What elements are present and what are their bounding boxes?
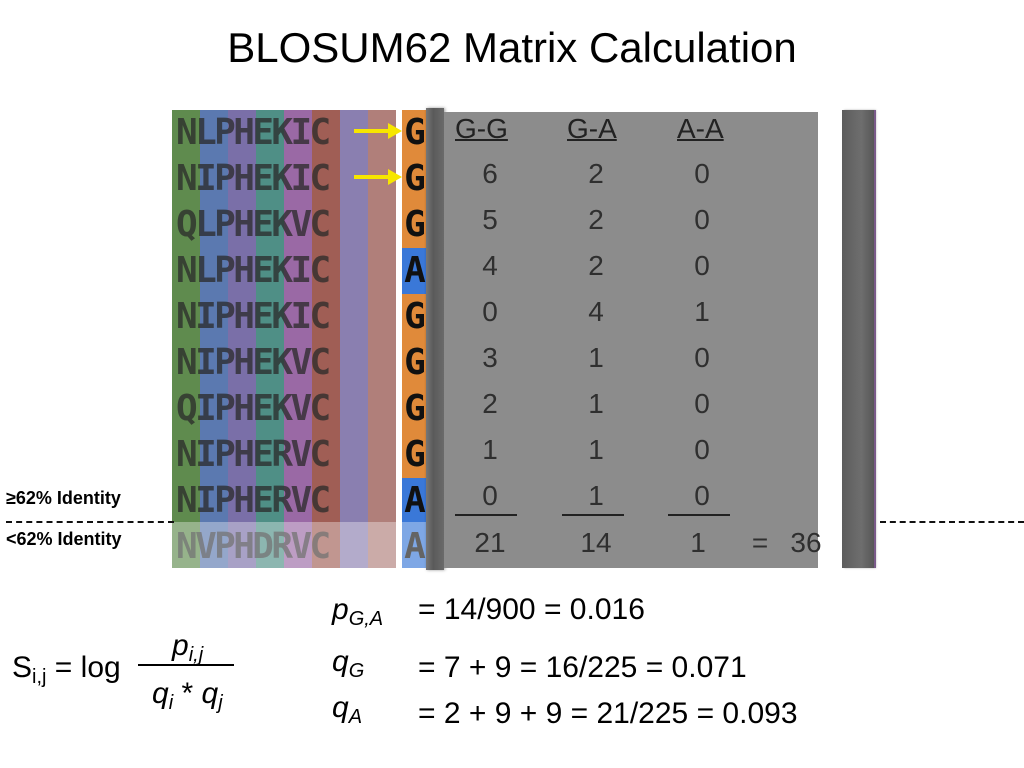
alignment-row: NIPHEKVC [176, 342, 331, 383]
table-cell: 6 [482, 158, 498, 189]
table-cell: 2 [482, 388, 498, 419]
table-cell: 0 [694, 204, 710, 235]
alignment-row: QLPHEKVC [176, 204, 331, 245]
alignment-row: NIPHEKIC [176, 158, 331, 199]
alignment-column [368, 110, 396, 568]
alignment-column [172, 110, 200, 568]
grand-total: 36 [790, 527, 822, 558]
right-bar [842, 110, 874, 568]
alignment-row: NIPHEKIC [176, 296, 331, 337]
right-bar-edge [874, 110, 876, 568]
table-cell: 1 [588, 434, 604, 465]
alignment-column [228, 110, 256, 568]
residue-cell: A [402, 248, 428, 294]
arrow-icon [354, 169, 402, 185]
alignment-row: NVPHDRVC [176, 526, 331, 567]
sum-line [668, 514, 730, 516]
alignment-column [284, 110, 312, 568]
table-cell: 0 [694, 388, 710, 419]
table-cell: 0 [694, 480, 710, 511]
alignment-column [340, 110, 368, 568]
table-cell: 2 [588, 204, 604, 235]
p-ga-value: = 14/900 = 0.016 [418, 593, 645, 626]
table-cell: 0 [694, 434, 710, 465]
table-cell: 0 [694, 342, 710, 373]
residue-cell: G [402, 202, 428, 248]
table-cell: 1 [694, 296, 710, 327]
arrow-icon [354, 123, 402, 139]
table-cell: 5 [482, 204, 498, 235]
table-cell: 0 [694, 250, 710, 281]
table-cell: 1 [588, 342, 604, 373]
p-ga-label: pG,A [332, 593, 384, 630]
residue-cell: G [402, 432, 428, 478]
residue-cell: G [402, 340, 428, 386]
table-cell: 0 [482, 480, 498, 511]
q-a-label: qA [332, 691, 363, 728]
score-formula-denominator: qi * qj [152, 677, 223, 714]
residue-cell: G [402, 156, 428, 202]
residue-cell: A [402, 524, 428, 568]
identity-above-label: ≥62% Identity [6, 488, 121, 508]
total-aa: 1 [690, 527, 706, 558]
page-title: BLOSUM62 Matrix Calculation [227, 24, 797, 71]
alignment-column [256, 110, 284, 568]
header-gg: G-G [455, 113, 508, 144]
table-cell: 4 [588, 296, 604, 327]
alignment-row: NIPHERVC [176, 480, 331, 521]
alignment-column [312, 110, 340, 568]
q-g-label: qG [332, 645, 365, 682]
below-cutoff-shade [172, 522, 430, 568]
total-ga: 14 [580, 527, 612, 558]
sequence-alignment: NLPHEKIC G NIPHEKIC G QLPHEKVC G NLPHEKIC A NIPH… [172, 110, 430, 568]
q-a-value: = 2 + 9 + 9 = 21/225 = 0.093 [418, 697, 798, 730]
table-cell: 4 [482, 250, 498, 281]
table-cell: 1 [588, 480, 604, 511]
score-formula-lhs: Si,j = log [12, 651, 121, 688]
header-aa: A-A [677, 113, 724, 144]
fraction-line [138, 664, 234, 666]
residue-cell: A [402, 478, 428, 524]
alignment-column [200, 110, 228, 568]
alignment-row: QIPHEKVC [176, 388, 331, 429]
table-cell: 2 [588, 158, 604, 189]
alignment-row: NLPHEKIC [176, 250, 331, 291]
identity-below-label: <62% Identity [6, 529, 122, 549]
score-formula-numerator: pi,j [172, 629, 204, 666]
alignment-row: NIPHERVC [176, 434, 331, 475]
table-cell: 1 [482, 434, 498, 465]
table-cell: 0 [482, 296, 498, 327]
equals-sign: = [751, 527, 769, 558]
identity-cutoff-line [880, 521, 1024, 523]
separator-bar [426, 108, 444, 570]
identity-cutoff-line [6, 521, 174, 523]
q-g-value: = 7 + 9 = 16/225 = 0.071 [418, 651, 747, 684]
header-ga: G-A [567, 113, 617, 144]
residue-cell: G [402, 386, 428, 432]
residue-cell: G [402, 110, 428, 156]
table-cell: 0 [694, 158, 710, 189]
total-gg: 21 [474, 527, 506, 558]
sum-line [455, 514, 517, 516]
table-cell: 2 [588, 250, 604, 281]
alignment-row: NLPHEKIC [176, 112, 331, 153]
residue-cell: G [402, 294, 428, 340]
table-cell: 3 [482, 342, 498, 373]
table-cell: 1 [588, 388, 604, 419]
pair-count-panel [444, 112, 818, 568]
sum-line [562, 514, 624, 516]
